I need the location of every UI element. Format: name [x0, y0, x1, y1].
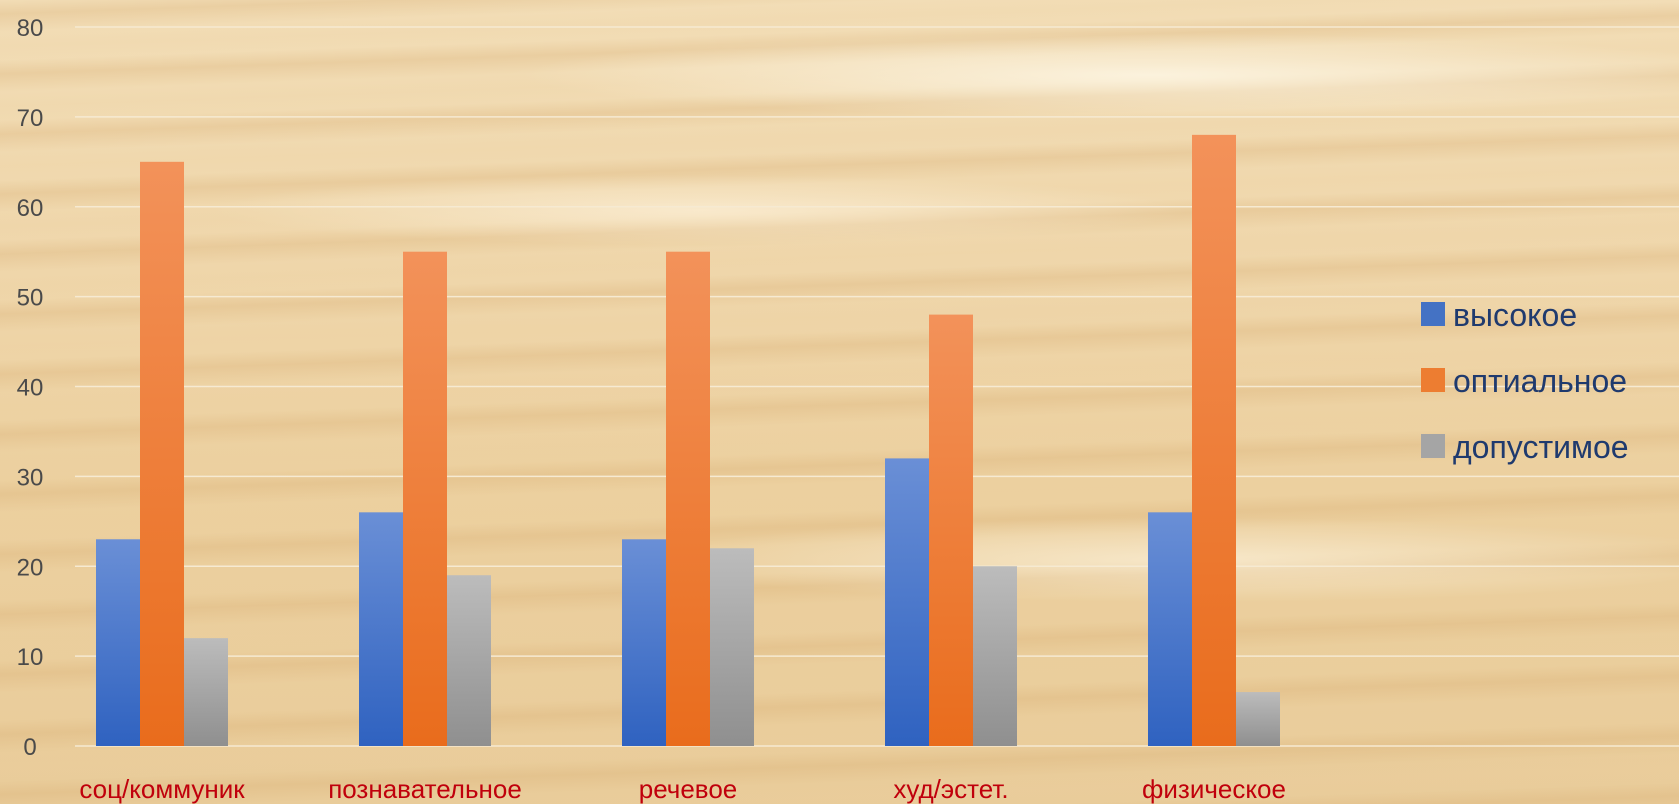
- y-tick-label: 80: [17, 15, 44, 42]
- x-category-label: физическое: [1142, 774, 1286, 804]
- bar-2-1: [140, 161, 184, 746]
- y-tick-label: 10: [17, 644, 44, 671]
- x-category-label: худ/эстет.: [893, 774, 1008, 804]
- y-tick-label: 30: [17, 464, 44, 491]
- legend-label: высокое: [1453, 297, 1577, 333]
- y-tick-label: 20: [17, 554, 44, 581]
- bar-2-3: [666, 251, 710, 746]
- bars: [96, 134, 1280, 747]
- legend-label: оптиальное: [1453, 363, 1627, 399]
- gridlines: [75, 26, 1679, 747]
- y-axis: 0 10 20 30 40 50 60 70 80: [17, 15, 44, 761]
- bar-3-2: [447, 575, 491, 746]
- bar-1-3: [622, 539, 666, 746]
- bar-3-1: [184, 638, 228, 746]
- bar-1-4: [885, 458, 929, 746]
- x-category-label: познавательное: [328, 774, 522, 804]
- bar-1-1: [96, 539, 140, 746]
- bar-2-2: [403, 251, 447, 746]
- legend: высокое оптиальное допустимое: [1421, 297, 1629, 465]
- y-tick-label: 70: [17, 105, 44, 132]
- y-tick-label: 50: [17, 285, 44, 312]
- legend-swatch: [1421, 434, 1445, 458]
- bar-3-3: [710, 548, 754, 746]
- bar-1-2: [359, 512, 403, 746]
- y-tick-label: 0: [23, 734, 36, 761]
- legend-swatch: [1421, 302, 1445, 326]
- x-category-label: речевое: [639, 774, 738, 804]
- bar-3-5: [1236, 692, 1280, 746]
- bar-1-5: [1148, 512, 1192, 746]
- bar-2-5: [1192, 134, 1236, 747]
- bar-2-4: [929, 314, 973, 746]
- y-tick-label: 40: [17, 375, 44, 402]
- bar-3-4: [973, 566, 1017, 746]
- legend-label: допустимое: [1453, 429, 1629, 465]
- legend-swatch: [1421, 368, 1445, 392]
- x-category-label: соц/коммуник: [79, 774, 245, 804]
- x-axis: соц/коммуник познавательное речевое худ/эст…: [79, 774, 1286, 804]
- y-tick-label: 60: [17, 195, 44, 222]
